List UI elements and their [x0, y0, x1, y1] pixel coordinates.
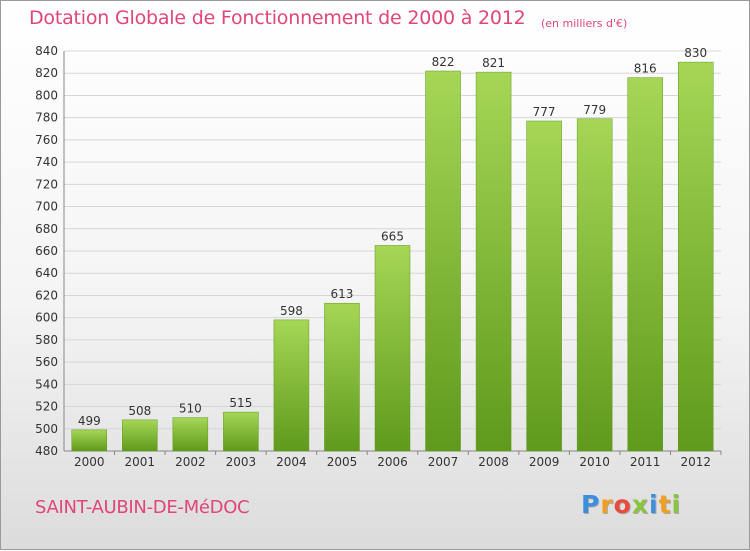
- y-tick-label: 820: [35, 66, 58, 80]
- data-label: 613: [331, 287, 354, 301]
- x-tick-label: 2003: [226, 455, 257, 469]
- y-tick-label: 680: [35, 222, 58, 236]
- y-tick-label: 660: [35, 244, 58, 258]
- logo-letter: t: [658, 490, 672, 519]
- bar: [576, 118, 613, 452]
- logo-letter: i: [649, 490, 659, 519]
- bar: [172, 417, 209, 452]
- x-tick-label: 2011: [630, 455, 661, 469]
- data-label: 821: [482, 56, 505, 70]
- x-tick-label: 2007: [428, 455, 459, 469]
- bar: [223, 411, 259, 452]
- data-label: 508: [128, 404, 151, 418]
- x-tick-label: 2009: [529, 455, 560, 469]
- logo-letter: r: [600, 490, 614, 519]
- bar: [475, 71, 512, 452]
- data-label: 510: [179, 402, 202, 416]
- logo-letter: x: [631, 490, 649, 519]
- data-label: 816: [634, 62, 657, 76]
- x-tick-label: 2004: [276, 455, 307, 469]
- commune-name: SAINT-AUBIN-DE-MéDOC: [35, 497, 250, 518]
- bar: [526, 120, 562, 452]
- bar: [273, 319, 310, 452]
- y-tick-label: 560: [35, 355, 58, 369]
- data-label: 777: [533, 105, 556, 119]
- y-tick-label: 520: [35, 400, 58, 414]
- y-tick-label: 840: [35, 44, 58, 58]
- chart-title: Dotation Globale de Fonctionnement de 20…: [29, 7, 526, 29]
- x-tick-label: 2008: [478, 455, 509, 469]
- logo-letter: P: [581, 490, 601, 519]
- bar: [374, 245, 411, 452]
- data-label: 822: [432, 55, 455, 69]
- bar: [122, 419, 158, 452]
- logo-letter: i: [671, 490, 682, 519]
- y-tick-label: 540: [35, 377, 58, 391]
- data-label: 779: [583, 103, 606, 117]
- bar: [677, 61, 714, 452]
- x-tick-label: 2006: [377, 455, 408, 469]
- bar: [71, 429, 108, 452]
- bar: [324, 302, 360, 452]
- data-label: 830: [684, 46, 707, 60]
- proxiti-logo: Proxiti: [581, 490, 681, 519]
- bar: [627, 77, 663, 452]
- y-tick-label: 600: [35, 311, 58, 325]
- x-tick-label: 2010: [579, 455, 610, 469]
- y-tick-label: 640: [35, 266, 58, 280]
- x-tick-label: 2000: [74, 455, 105, 469]
- y-tick-label: 740: [35, 155, 58, 169]
- data-label: 499: [78, 414, 101, 428]
- x-tick-label: 2001: [125, 455, 156, 469]
- x-tick-label: 2005: [327, 455, 358, 469]
- data-label: 598: [280, 304, 303, 318]
- data-label: 665: [381, 229, 404, 243]
- chart-subtitle: (en milliers d'€): [541, 17, 628, 30]
- y-tick-label: 760: [35, 133, 58, 147]
- y-tick-label: 700: [35, 200, 58, 214]
- x-tick-label: 2002: [175, 455, 206, 469]
- y-tick-label: 500: [35, 422, 58, 436]
- x-tick-label: 2012: [680, 455, 711, 469]
- data-label: 515: [229, 396, 252, 410]
- y-tick-label: 720: [35, 177, 58, 191]
- logo-letter: o: [613, 490, 632, 519]
- y-tick-label: 780: [35, 111, 58, 125]
- y-tick-label: 580: [35, 333, 58, 347]
- y-tick-label: 480: [35, 444, 58, 458]
- y-tick-label: 620: [35, 288, 58, 302]
- bar: [425, 70, 461, 452]
- y-tick-label: 800: [35, 88, 58, 102]
